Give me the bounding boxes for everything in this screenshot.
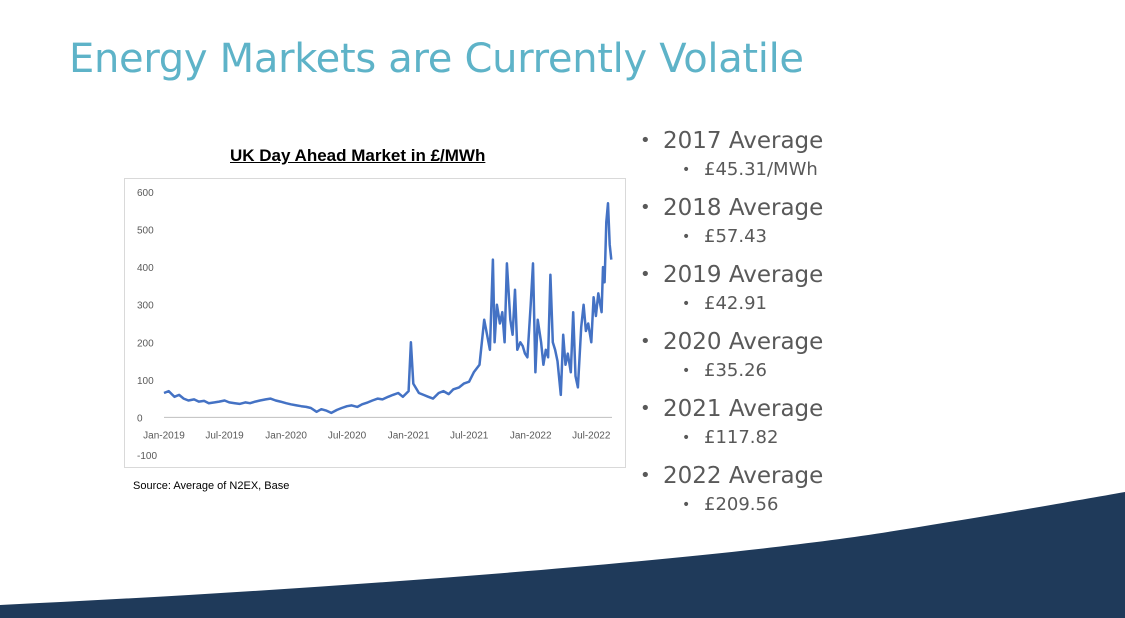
chart-frame (124, 178, 626, 468)
chart-title: UK Day Ahead Market in £/MWh (230, 146, 486, 165)
x-tick-label: Jan-2020 (265, 430, 307, 441)
x-tick-label: Jul-2021 (450, 430, 489, 441)
bullet-year-label: 2020 Average (640, 326, 823, 358)
bullet-year-label: 2017 Average (640, 125, 823, 157)
y-tick-label: 0 (137, 413, 143, 424)
bullet-year-label: 2022 Average (640, 460, 823, 492)
chart-source: Source: Average of N2EX, Base (133, 480, 290, 492)
bullet-average-value: £45.31/MWh (682, 157, 823, 183)
x-tick-label: Jan-2022 (510, 430, 552, 441)
x-tick-label: Jan-2019 (143, 430, 185, 441)
line-chart: 600 500 400 300 200 100 0 -100 Jan-2019 Jul-2019 J… (137, 188, 613, 462)
slide-title: Energy Markets are Currently Volatile (69, 36, 804, 82)
price-series-line (163, 202, 613, 415)
average-bullet-list: 2017 Average£45.31/MWh 2018 Average£57.43… (640, 125, 823, 527)
x-tick-label: Jul-2019 (205, 430, 244, 441)
x-tick-label: Jul-2020 (328, 430, 367, 441)
bullet-average-value: £117.82 (682, 425, 823, 451)
bullet-year-label: 2019 Average (640, 259, 823, 291)
x-tick-label: Jan-2021 (388, 430, 430, 441)
y-tick-label: 500 (137, 226, 154, 237)
y-tick-label: -100 (137, 451, 157, 462)
bullet-year-label: 2021 Average (640, 393, 823, 425)
bullet-average-value: £42.91 (682, 291, 823, 317)
x-tick-label: Jul-2022 (572, 430, 611, 441)
bullet-average-value: £57.43 (682, 224, 823, 250)
y-tick-label: 100 (137, 376, 154, 387)
bullet-year-label: 2018 Average (640, 192, 823, 224)
y-tick-label: 200 (137, 338, 154, 349)
bullet-average-value: £209.56 (682, 492, 823, 518)
bullet-average-value: £35.26 (682, 358, 823, 384)
y-tick-label: 300 (137, 301, 154, 312)
y-tick-label: 600 (137, 188, 154, 199)
y-tick-label: 400 (137, 263, 154, 274)
